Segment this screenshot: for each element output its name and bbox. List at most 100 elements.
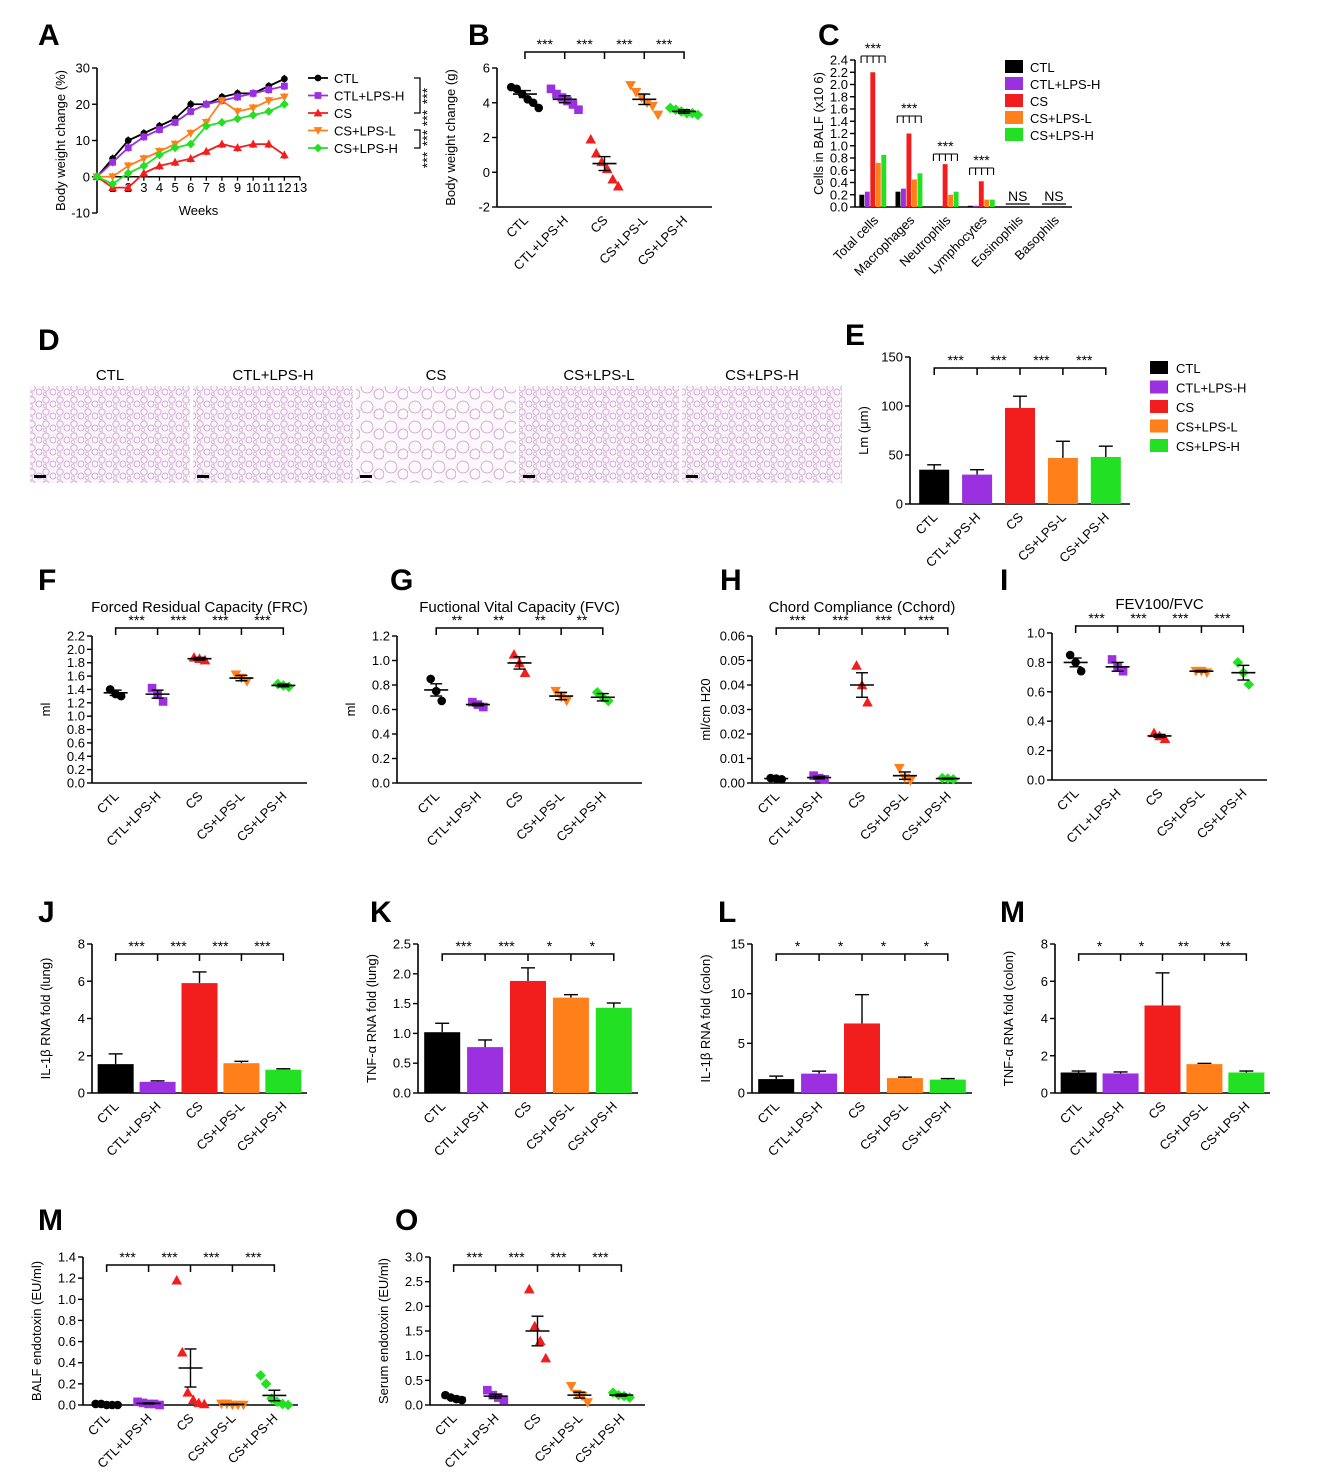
data-point [1243,679,1255,690]
significance-label: *** [419,109,435,126]
y-tick-label: 1.6 [67,669,85,684]
x-tick-label: 13 [293,180,307,195]
significance-label: *** [789,612,806,628]
y-tick-label: 4 [78,1011,85,1026]
data-point [133,1397,142,1407]
y-tick-label: 0 [1041,1086,1048,1101]
data-point [1076,666,1086,676]
data-point [248,110,258,120]
data-point [92,172,102,182]
y-tick-label: 0 [78,1086,85,1101]
y-tick-label: 0.2 [830,187,848,202]
y-tick-label: 1.0 [372,653,390,668]
y-tick-label: 4 [483,95,490,110]
data-point [280,82,288,90]
data-point [147,683,157,693]
y-tick-label: 0.0 [1027,773,1045,788]
data-point [1107,655,1117,664]
significance-label: *** [832,612,849,628]
data-point [1232,657,1244,668]
data-point [171,118,179,126]
significance-label: NS [1044,188,1063,204]
legend-swatch [1005,77,1023,90]
significance-label: * [881,938,887,954]
significance-label: * [590,938,596,954]
data-point [313,108,323,117]
bar [886,1078,923,1093]
y-tick-label: 1.0 [393,1026,411,1041]
legend-label: CTL+LPS-H [1176,381,1246,396]
chart-title: Chord Compliance (Cchord) [769,599,956,616]
significance-label: *** [550,1249,567,1265]
data-point [519,667,531,678]
x-category-label: CTL [432,1411,460,1439]
y-tick-label: 0.4 [830,175,848,190]
panel-label: L [718,896,736,929]
data-point [565,1381,577,1392]
data-point [186,154,196,163]
y-tick-label: 0.0 [830,200,848,215]
data-point [123,162,133,171]
significance-label: *** [865,40,882,56]
y-tick-label: 0 [896,497,903,512]
data-point [265,86,273,94]
significance-label: *** [947,352,964,368]
significance-label: *** [1172,610,1189,626]
panel-label: J [38,896,55,929]
x-category-label: CTL [414,789,442,817]
y-tick-label: 1.0 [67,709,85,724]
data-point [260,1378,272,1390]
significance-label: *** [212,612,229,628]
significance-bracket [1077,953,1248,961]
scale-bar [360,475,372,478]
data-point [314,74,322,82]
data-point [140,133,148,141]
bar [1047,457,1078,504]
histology-image [193,386,353,483]
data-point [187,1394,199,1405]
bar [881,154,887,207]
data-point [155,161,164,170]
y-tick-label: 1.6 [830,102,848,117]
panel-label: A [38,19,60,52]
data-point [233,114,242,124]
legend-label: CS+LPS-H [1030,128,1094,143]
significance-bracket [775,627,949,635]
significance-label: *** [973,152,990,168]
significance-label: *** [128,938,145,954]
significance-bracket [452,1264,623,1272]
bar [139,1081,176,1093]
data-point [905,776,916,786]
y-tick-label: 1.8 [67,655,85,670]
bar [929,1079,966,1093]
data-point [528,98,538,108]
data-point [217,97,227,106]
x-category-label: CS [1145,1098,1169,1122]
y-axis-title: TNF-α RNA fold (lung) [364,954,379,1083]
significance-bracket [896,115,922,123]
x-category-label: CS [182,788,206,812]
y-tick-label: 10 [731,986,745,1001]
significance-label: * [924,938,930,954]
x-category-label: CS [845,788,869,812]
y-tick-label: 2.2 [67,629,85,644]
data-point [279,150,289,159]
y-tick-label: 3.0 [405,1250,423,1265]
data-point [156,126,163,134]
data-point [647,101,658,112]
bar [864,191,870,207]
data-point [851,660,862,670]
significance-label: *** [170,612,187,628]
data-point [171,1274,183,1285]
significance-label: *** [901,100,918,116]
data-point [255,1370,266,1381]
significance-label: *** [1076,352,1093,368]
data-point [596,156,608,167]
x-tick-label: 5 [171,180,178,195]
chart-title: Fuctional Vital Capacity (FVC) [419,599,620,616]
significance-bracket [775,953,949,961]
data-point [557,93,567,102]
data-point [279,99,289,109]
y-tick-label: 0.6 [1027,684,1045,699]
y-tick-label: 0.4 [372,727,390,742]
